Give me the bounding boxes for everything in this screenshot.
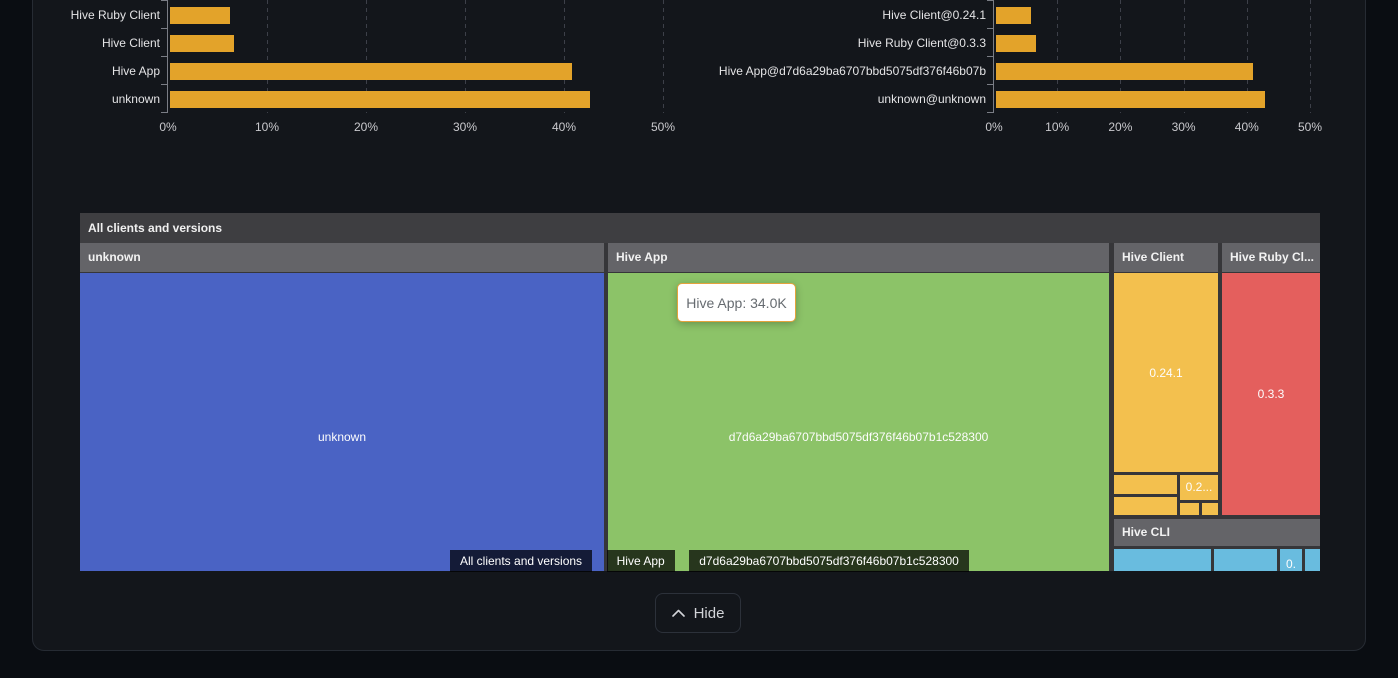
x-axis-tick-label: 20% [353,120,379,134]
treemap-cell-unknown[interactable] [80,273,604,571]
bar-Hive Client[interactable] [170,35,235,52]
gridline [663,0,664,113]
bar-Hive Client@0.24.1[interactable] [996,7,1031,24]
treemap-cell-hive-ruby-0-3-3[interactable] [1222,273,1320,515]
treemap-cell-label-0-3-3: 0.3.3 [1257,387,1285,401]
category-label: unknown@unknown [877,92,986,106]
treemap-cell-label-0-2: 0.2... [1185,480,1213,494]
gridline [1183,0,1185,113]
bar-unknown@unknown[interactable] [996,91,1265,108]
x-axis-tick-label: 40% [551,120,577,134]
treemap-section-header-unknown[interactable]: unknown [80,243,604,272]
bar-Hive Ruby Client[interactable] [170,7,231,24]
treemap-cell-hive-cli-3[interactable] [1280,549,1302,571]
x-axis-tick-label: 20% [1108,120,1133,134]
axis-tick [987,0,993,1]
x-axis-tick-label: 10% [254,120,280,134]
category-label: Hive Ruby Client@0.3.3 [857,36,986,50]
breadcrumb-chevron-icon: ❯ [675,552,689,569]
treemap-cell-label-hive-cli-1: 0.23.0 [1114,569,1211,571]
y-axis-line [993,0,994,113]
axis-tick [987,56,993,57]
bar-Hive App@d7d6a29ba6707bbd5075df376f46b07b[interactable] [996,63,1253,80]
axis-tick [161,56,167,57]
bar-Hive App[interactable] [170,63,572,80]
treemap-title: All clients and versions [88,221,223,235]
axis-tick [161,112,167,113]
axis-tick [987,84,993,85]
gridline [1310,0,1311,113]
hide-button-label: Hide [693,604,725,622]
hide-button[interactable]: Hide [655,593,741,633]
treemap-cell-label-hive-cli-2: 0.23.0 [1214,569,1277,571]
breadcrumb-item-hive-app[interactable]: Hive App [606,550,675,572]
x-axis-tick-label: 10% [1045,120,1070,134]
category-label: unknown [111,92,160,106]
treemap-section-header-hive-app[interactable]: Hive App [608,243,1109,272]
gridline [465,0,466,113]
treemap-section-header-hive-client[interactable]: Hive Client [1114,243,1218,272]
axis-tick [987,28,993,29]
treemap-cell-hive-client-sub3[interactable] [1114,497,1177,515]
axis-tick [161,0,167,1]
x-axis-tick-label: 30% [1171,120,1196,134]
treemap-cell-hive-client-sub1[interactable] [1114,475,1177,494]
category-label: Hive App [111,64,160,78]
treemap-cell-label-0-24-1: 0.24.1 [1149,366,1183,380]
treemap-cell-hive-cli-2[interactable] [1214,549,1277,571]
breadcrumb-item-hash[interactable]: d7d6a29ba6707bbd5075df376f46b07b1c528300 [689,550,969,572]
treemap-root-header[interactable]: All clients and versions [80,213,1320,243]
chart-tooltip: Hive App: 34.0K [677,283,796,322]
gridline [1057,0,1059,113]
treemap-cell-label-unknown: unknown [317,430,367,444]
breadcrumb-chevron-icon: ❯ [593,552,606,569]
treemap-cell-hive-app-hash[interactable] [608,273,1109,571]
chevron-up-icon [671,609,685,617]
treemap-cell-label-hive-app-hash: d7d6a29ba6707bbd5075df376f46b07b1c528300 [728,430,989,444]
x-axis-tick-label: 50% [1297,120,1323,134]
treemap-section-header-hive-cli[interactable]: Hive CLI [1114,519,1320,546]
axis-tick [987,112,993,113]
treemap-cell-hive-cli-1[interactable] [1114,549,1211,571]
x-axis-tick-label: 40% [1234,120,1259,134]
treemap-cell-label-hive-cli-3: 0. [1285,557,1296,571]
category-label: Hive Client@0.24.1 [882,8,986,22]
treemap-cell-hive-cli-4[interactable] [1305,549,1320,571]
axis-tick [161,28,167,29]
treemap-cell-hive-client-sub2[interactable] [1180,475,1218,500]
treemap-cell-hive-client-sub4[interactable] [1180,503,1199,515]
gridline [1246,0,1248,113]
category-label: Hive Ruby Client [70,8,160,22]
x-axis-tick-label: 0% [159,120,177,134]
gridline [267,0,268,113]
y-axis-line [167,0,168,113]
x-axis-tick-label: 0% [985,120,1003,134]
treemap-cell-hive-client-sub5[interactable] [1202,503,1218,515]
treemap-all-clients: All clients and versions unknown unknown… [80,213,1320,571]
bar-unknown[interactable] [170,91,590,108]
breadcrumb-item-root[interactable]: All clients and versions [450,550,593,572]
treemap-cell-hive-client-0-24-1[interactable] [1114,273,1218,472]
axis-tick [161,84,167,85]
treemap-breadcrumb: All clients and versions ❯ Hive App ❯ d7… [450,550,969,572]
treemap-section-header-hive-ruby-client[interactable]: Hive Ruby Cl... [1222,243,1320,272]
bar-Hive Ruby Client@0.3.3[interactable] [996,35,1036,52]
gridline [564,0,565,113]
gridline [366,0,367,113]
category-label: Hive Client [101,36,160,50]
category-label: Hive App@d7d6a29ba6707bbd5075df376f46b07… [718,64,986,78]
gridline [1120,0,1122,113]
x-axis-tick-label: 50% [650,120,676,134]
x-axis-tick-label: 30% [452,120,478,134]
